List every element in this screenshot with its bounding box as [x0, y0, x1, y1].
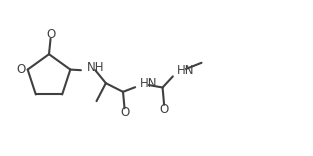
Text: NH: NH [86, 61, 104, 74]
Text: O: O [120, 106, 129, 119]
Text: HN: HN [140, 77, 158, 90]
Text: O: O [46, 28, 55, 41]
Text: HN: HN [177, 64, 194, 77]
Text: O: O [160, 103, 169, 116]
Text: O: O [16, 63, 25, 76]
